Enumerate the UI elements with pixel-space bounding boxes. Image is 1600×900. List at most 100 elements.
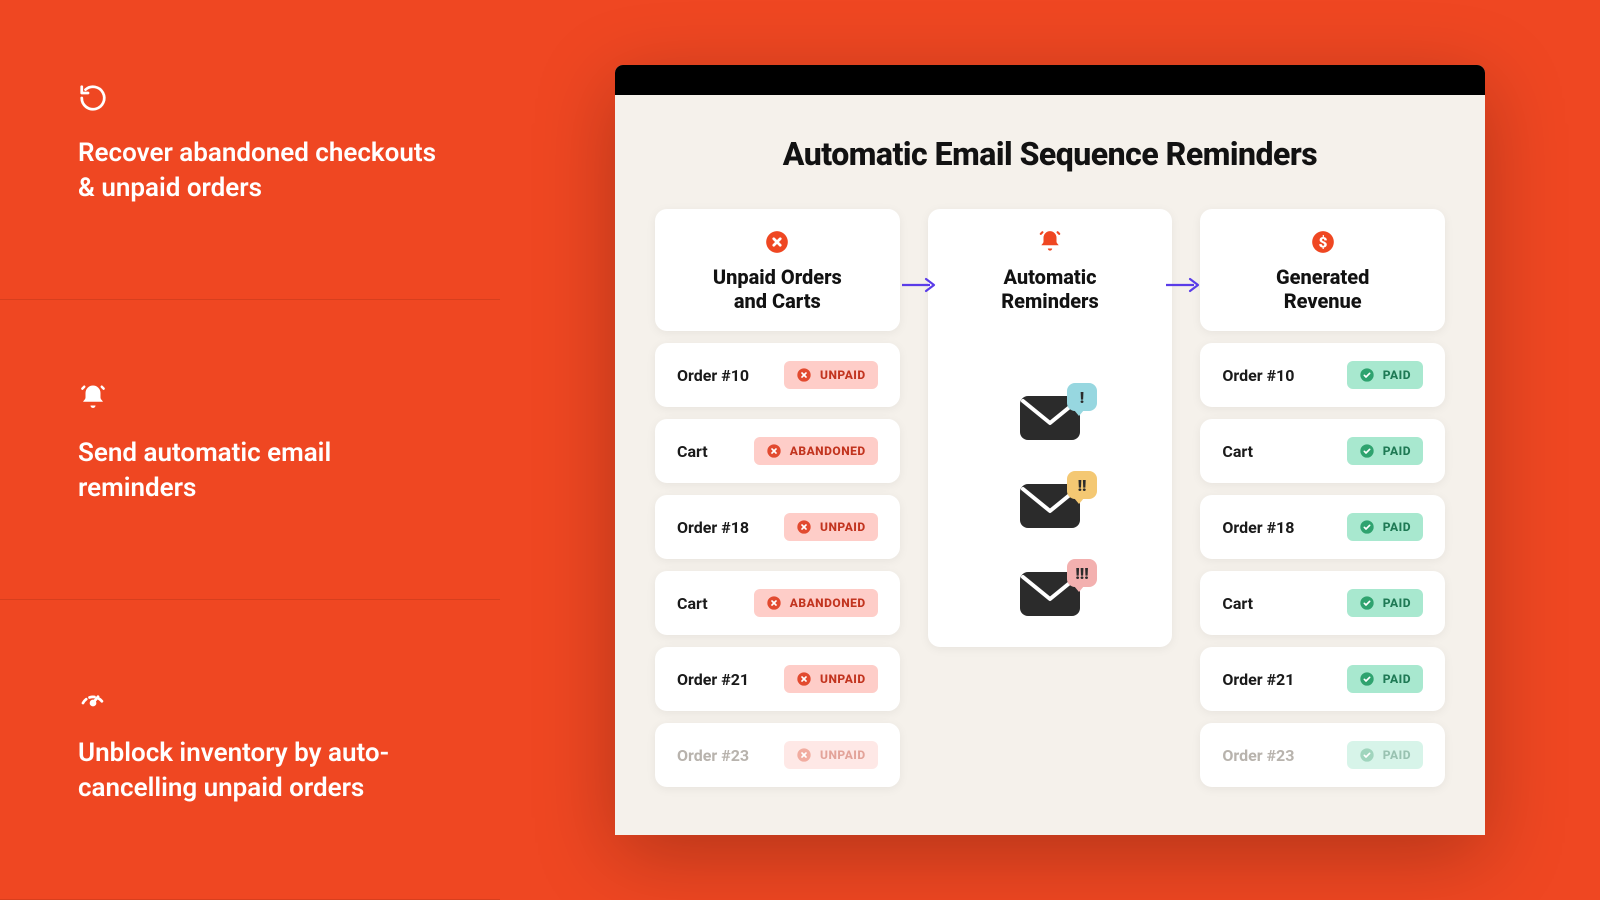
order-row: Order #10 PAID xyxy=(1200,343,1445,407)
order-row: Order #10 UNPAID xyxy=(655,343,900,407)
arrow-icon xyxy=(1164,275,1204,295)
alert-bubble: ! xyxy=(1067,383,1097,411)
column-title: Automatic Reminders xyxy=(944,265,1157,313)
bell-icon xyxy=(944,229,1157,255)
badge-text: PAID xyxy=(1383,520,1411,534)
x-circle-icon xyxy=(766,443,782,459)
check-circle-icon xyxy=(1359,443,1375,459)
dollar-icon: $ xyxy=(1216,229,1429,255)
order-label: Order #21 xyxy=(1222,670,1294,689)
left-panel: Recover abandoned checkouts & unpaid ord… xyxy=(0,0,500,900)
check-circle-icon xyxy=(1359,671,1375,687)
alert-bubble: !! xyxy=(1067,471,1097,499)
mail-reminder-icon: ! xyxy=(1019,395,1081,441)
badge-text: UNPAID xyxy=(820,748,866,762)
order-label: Order #21 xyxy=(677,670,749,689)
app-frame: Automatic Email Sequence Reminders xyxy=(615,65,1485,835)
column-reminders: Automatic Reminders ! !! xyxy=(928,209,1173,647)
order-row: Order #23 UNPAID xyxy=(655,723,900,787)
order-row: Order #18 PAID xyxy=(1200,495,1445,559)
column-header: Unpaid Orders and Carts xyxy=(655,209,900,331)
alert-bubble: !!! xyxy=(1067,559,1097,587)
bell-icon xyxy=(78,378,440,418)
column-title-line: Automatic xyxy=(1003,265,1096,289)
order-label: Cart xyxy=(1222,442,1253,461)
status-badge: PAID xyxy=(1347,665,1423,693)
column-title-line: and Carts xyxy=(734,289,821,313)
mail-reminder-icon: !! xyxy=(1019,483,1081,529)
order-row: Order #21 UNPAID xyxy=(655,647,900,711)
arrow-icon xyxy=(900,275,940,295)
status-badge: UNPAID xyxy=(784,361,878,389)
status-badge: PAID xyxy=(1347,437,1423,465)
check-circle-icon xyxy=(1359,595,1375,611)
order-label: Order #23 xyxy=(1222,746,1294,765)
order-label: Order #18 xyxy=(677,518,749,537)
order-row: Cart PAID xyxy=(1200,419,1445,483)
column-title-line: Revenue xyxy=(1284,289,1362,313)
check-circle-icon xyxy=(1359,747,1375,763)
badge-text: PAID xyxy=(1383,444,1411,458)
status-badge: PAID xyxy=(1347,513,1423,541)
badge-text: PAID xyxy=(1383,672,1411,686)
status-badge: UNPAID xyxy=(784,741,878,769)
badge-text: PAID xyxy=(1383,368,1411,382)
badge-text: UNPAID xyxy=(820,368,866,382)
order-label: Order #10 xyxy=(677,366,749,385)
column-title-line: Generated xyxy=(1276,265,1369,289)
column-title-line: Unpaid Orders xyxy=(713,265,842,289)
x-circle-icon xyxy=(766,595,782,611)
column-revenue: $ Generated Revenue Order #10 PAID xyxy=(1200,209,1445,787)
svg-text:$: $ xyxy=(1318,233,1327,251)
feature-inventory: Unblock inventory by auto-cancelling unp… xyxy=(0,600,500,900)
column-unpaid: Unpaid Orders and Carts Order #10 UNPAID… xyxy=(655,209,900,787)
order-row: Order #21 PAID xyxy=(1200,647,1445,711)
reminders-list: ! !! !!! xyxy=(928,343,1173,647)
check-circle-icon xyxy=(1359,367,1375,383)
order-row: Cart ABANDONED xyxy=(655,571,900,635)
status-badge: ABANDONED xyxy=(754,437,878,465)
badge-text: PAID xyxy=(1383,748,1411,762)
feature-text: Unblock inventory by auto-cancelling unp… xyxy=(78,736,440,806)
column-title: Unpaid Orders and Carts xyxy=(671,265,884,313)
mail-reminder-icon: !!! xyxy=(1019,571,1081,617)
feature-recover: Recover abandoned checkouts & unpaid ord… xyxy=(0,0,500,300)
page-title: Automatic Email Sequence Reminders xyxy=(655,135,1445,173)
badge-text: UNPAID xyxy=(820,672,866,686)
badge-text: ABANDONED xyxy=(790,596,866,610)
column-title-line: Reminders xyxy=(1001,289,1099,313)
order-label: Order #23 xyxy=(677,746,749,765)
columns-container: Unpaid Orders and Carts Order #10 UNPAID… xyxy=(655,209,1445,787)
check-circle-icon xyxy=(1359,519,1375,535)
order-row: Cart ABANDONED xyxy=(655,419,900,483)
status-badge: PAID xyxy=(1347,361,1423,389)
badge-text: PAID xyxy=(1383,596,1411,610)
status-badge: UNPAID xyxy=(784,513,878,541)
feature-text: Send automatic email reminders xyxy=(78,436,440,506)
order-label: Cart xyxy=(1222,594,1253,613)
order-row: Cart PAID xyxy=(1200,571,1445,635)
order-label: Order #18 xyxy=(1222,518,1294,537)
status-badge: PAID xyxy=(1347,741,1423,769)
order-label: Order #10 xyxy=(1222,366,1294,385)
status-badge: UNPAID xyxy=(784,665,878,693)
undo-icon xyxy=(78,78,440,118)
order-row: Order #23 PAID xyxy=(1200,723,1445,787)
x-circle-icon xyxy=(796,367,812,383)
badge-text: ABANDONED xyxy=(790,444,866,458)
document-area: Automatic Email Sequence Reminders xyxy=(615,95,1485,787)
window-titlebar xyxy=(615,65,1485,95)
order-label: Cart xyxy=(677,442,708,461)
x-circle-icon xyxy=(796,671,812,687)
right-panel: Automatic Email Sequence Reminders xyxy=(500,0,1600,900)
feature-reminders: Send automatic email reminders xyxy=(0,300,500,600)
column-title: Generated Revenue xyxy=(1216,265,1429,313)
status-badge: PAID xyxy=(1347,589,1423,617)
status-badge: ABANDONED xyxy=(754,589,878,617)
gauge-icon xyxy=(78,678,440,718)
feature-text: Recover abandoned checkouts & unpaid ord… xyxy=(78,136,440,206)
order-row: Order #18 UNPAID xyxy=(655,495,900,559)
column-header: $ Generated Revenue xyxy=(1200,209,1445,331)
column-header: Automatic Reminders xyxy=(928,209,1173,331)
x-circle-icon xyxy=(796,519,812,535)
